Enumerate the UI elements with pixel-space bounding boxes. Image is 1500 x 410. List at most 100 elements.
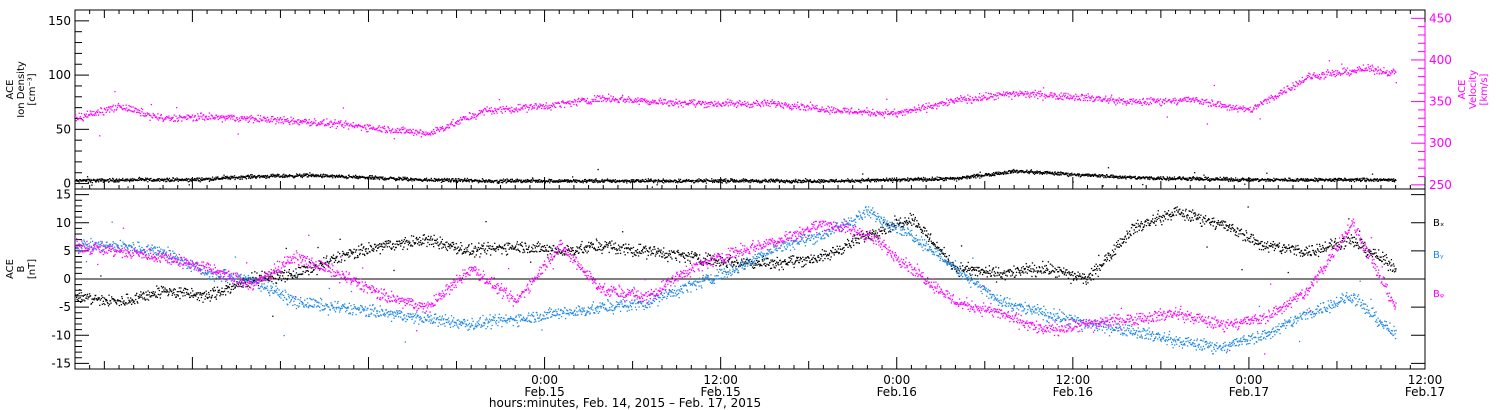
density-point — [112, 180, 114, 182]
density-point — [1320, 179, 1323, 181]
density-point — [1086, 173, 1088, 175]
velocity-point — [546, 108, 549, 110]
velocity-point — [832, 108, 835, 110]
velocity-point — [402, 126, 404, 128]
density-point — [196, 177, 199, 179]
density-point — [792, 180, 794, 182]
density-point — [224, 177, 226, 179]
density-point — [1028, 170, 1030, 173]
density-point — [1140, 177, 1143, 180]
density-point — [446, 177, 448, 180]
x-tick-time-label: 0:00 — [883, 373, 910, 387]
density-point — [979, 171, 981, 173]
density-point — [1220, 178, 1223, 180]
density-point — [413, 178, 415, 181]
density-point — [1146, 177, 1149, 179]
velocity-point — [961, 100, 963, 103]
density-point — [925, 179, 927, 181]
density-point — [1016, 169, 1018, 171]
velocity-point — [910, 109, 913, 111]
density-point — [101, 180, 103, 182]
density-point — [870, 181, 872, 183]
density-point — [1060, 174, 1062, 176]
density-point — [794, 181, 796, 183]
density-point — [250, 177, 252, 179]
velocity-point — [403, 132, 405, 134]
velocity-point — [649, 102, 651, 104]
velocity-point — [86, 110, 88, 112]
density-point — [1065, 172, 1067, 174]
velocity-point — [796, 104, 798, 106]
density-point — [1267, 180, 1269, 182]
density-point — [1240, 179, 1242, 182]
density-point — [1282, 180, 1284, 182]
velocity-point — [271, 121, 273, 123]
density-point — [1196, 176, 1198, 178]
density-point — [1334, 177, 1337, 180]
velocity-point — [144, 115, 146, 117]
density-point — [780, 179, 782, 181]
density-point — [777, 180, 779, 182]
velocity-point — [692, 103, 694, 105]
velocity-point — [141, 111, 143, 113]
velocity-point — [1009, 93, 1011, 95]
density-point — [931, 176, 933, 178]
density-point — [861, 179, 863, 182]
velocity-point — [315, 120, 317, 122]
density-point — [1356, 179, 1358, 181]
velocity-point — [608, 93, 610, 95]
density-point — [690, 181, 693, 183]
density-point — [882, 179, 884, 181]
density-point — [593, 179, 595, 181]
velocity-point — [460, 118, 462, 121]
density-point — [215, 178, 218, 180]
velocity-point — [345, 122, 347, 124]
velocity-point — [130, 106, 133, 108]
density-point — [586, 179, 588, 182]
velocity-point — [971, 97, 974, 99]
velocity-point — [244, 117, 246, 120]
density-point — [526, 180, 528, 182]
velocity-point — [429, 133, 431, 135]
density-point — [387, 178, 389, 180]
density-point — [1364, 178, 1366, 180]
density-point — [1062, 173, 1064, 175]
velocity-point — [869, 115, 871, 117]
density-point — [713, 179, 715, 181]
velocity-point — [360, 129, 363, 131]
density-point — [1191, 179, 1193, 181]
density-point — [1020, 170, 1022, 172]
density-point — [1161, 178, 1164, 181]
density-point — [899, 179, 901, 181]
velocity-point — [673, 105, 675, 107]
velocity-point — [816, 108, 819, 110]
velocity-point — [994, 94, 997, 96]
density-point — [177, 180, 179, 182]
density-point — [376, 176, 378, 178]
density-point — [428, 178, 430, 181]
density-point — [1199, 179, 1201, 181]
density-point — [1172, 177, 1174, 179]
density-point — [1173, 176, 1176, 178]
velocity-point — [95, 112, 97, 114]
density-axis-title-line: Ion Density — [16, 61, 27, 118]
velocity-point — [563, 102, 565, 104]
density-point — [1099, 175, 1102, 177]
density-point — [436, 180, 439, 182]
density-point — [507, 179, 509, 181]
density-point — [1275, 179, 1277, 182]
density-point — [153, 179, 155, 181]
velocity-point — [408, 129, 410, 131]
density-point — [679, 179, 681, 182]
density-point — [331, 174, 333, 176]
velocity-point — [858, 111, 860, 113]
density-point — [1386, 180, 1389, 182]
velocity-point — [75, 120, 77, 122]
velocity-point — [376, 127, 378, 129]
velocity-point — [886, 98, 888, 100]
velocity-point — [748, 103, 750, 106]
velocity-point — [298, 119, 300, 121]
density-point — [126, 179, 128, 181]
density-point — [934, 177, 936, 179]
density-point — [1372, 179, 1374, 181]
